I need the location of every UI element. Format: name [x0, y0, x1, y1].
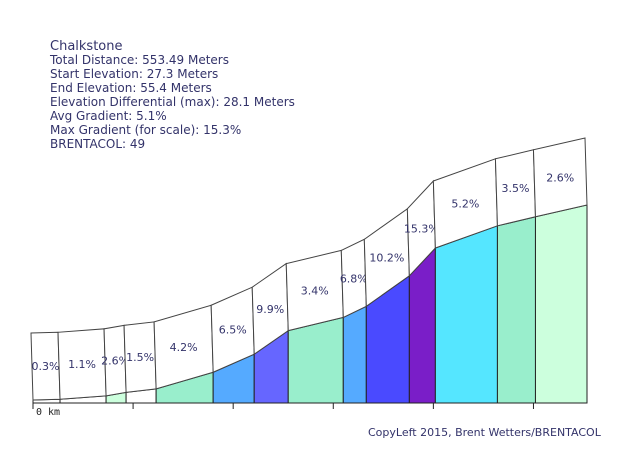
segment-gradient-label: 5.2%	[451, 197, 479, 210]
route-info-line: BRENTACOL: 49	[50, 137, 145, 151]
gradient-segment: 10.2%	[363, 207, 410, 404]
gradient-segment: 2.6%	[532, 137, 588, 404]
segment-gradient-label: 2.6%	[546, 171, 574, 184]
gradient-segment: 6.8%	[340, 238, 368, 404]
segment-face	[534, 204, 588, 404]
segment-gradient-label: 4.2%	[170, 341, 198, 354]
gradient-segment: 5.2%	[432, 158, 498, 404]
route-info-line: Elevation Differential (max): 28.1 Meter…	[50, 95, 295, 109]
segment-face	[434, 225, 498, 404]
segment-top-face	[532, 137, 588, 218]
gradient-segment: 3.5%	[494, 149, 536, 404]
segment-gradient-label: 2.6%	[101, 355, 129, 368]
gradient-segment: 1.1%	[57, 328, 107, 404]
segment-gradient-label: 0.3%	[32, 360, 60, 373]
segment-face	[342, 305, 367, 404]
segment-gradient-label: 9.9%	[256, 303, 284, 316]
route-info-line: End Elevation: 55.4 Meters	[50, 81, 212, 95]
route-info-line: Start Elevation: 27.3 Meters	[50, 67, 218, 81]
credit-text: CopyLeft 2015, Brent Wetters/BRENTACOL	[368, 426, 602, 439]
gradient-segment: 0.3%	[30, 331, 61, 404]
route-info-line: Total Distance: 553.49 Meters	[49, 53, 229, 67]
segment-gradient-label: 1.1%	[68, 358, 96, 371]
segment-gradient-label: 3.4%	[301, 285, 329, 298]
segment-gradient-label: 6.5%	[219, 324, 247, 337]
gradient-segments: 0.3% 1.1% 2.6%1.5%4.2%6.5%9.9%3.4%6.8%10.2…	[30, 137, 588, 404]
segment-gradient-label: 6.8%	[340, 272, 368, 285]
segment-face	[496, 216, 536, 404]
x-axis: 0 km	[32, 402, 587, 418]
gradient-segment: 1.5%	[123, 321, 157, 404]
segment-face	[287, 316, 344, 404]
chart-title: Chalkstone	[50, 39, 122, 54]
gradient-segment: 6.5%	[210, 286, 255, 404]
gradient-segment: 3.4%	[285, 249, 344, 404]
gradient-segment: 15.3%	[404, 179, 439, 404]
x-axis-start-label: 0 km	[36, 407, 60, 418]
route-info-line: Avg Gradient: 5.1%	[50, 109, 167, 123]
segment-gradient-label: 10.2%	[369, 252, 404, 265]
segment-gradient-label: 15.3%	[404, 222, 439, 235]
segment-gradient-label: 3.5%	[501, 182, 529, 195]
route-info-block: Chalkstone Total Distance: 553.49 Meters…	[49, 39, 295, 151]
route-info-line: Max Gradient (for scale): 15.3%	[50, 123, 241, 137]
segment-gradient-label: 1.5%	[126, 351, 154, 364]
gradient-segment: 9.9%	[251, 262, 289, 404]
gradient-segment: 4.2%	[153, 304, 214, 404]
